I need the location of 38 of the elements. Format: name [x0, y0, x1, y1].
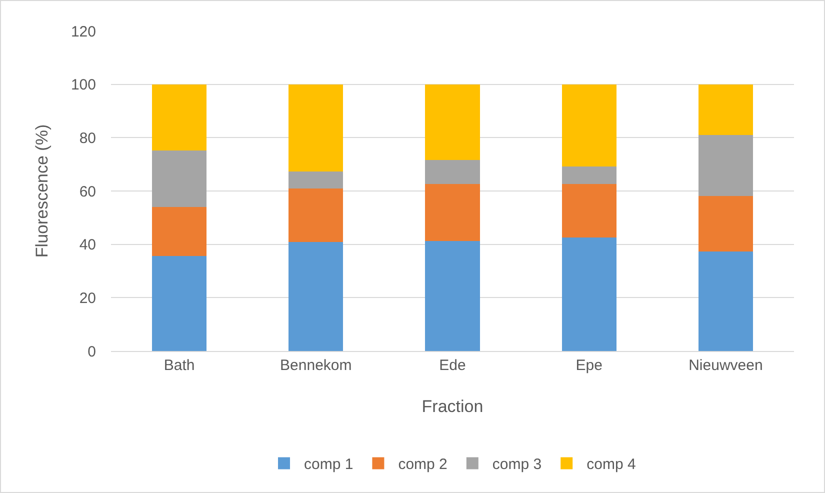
bar	[698, 196, 754, 252]
y-tick-label: 60	[79, 183, 96, 200]
bar	[288, 171, 344, 188]
legend-label: comp 1	[304, 456, 354, 474]
x-tick-label: Nieuwveen	[688, 357, 763, 374]
bar	[698, 84, 754, 135]
legend-label: comp 4	[586, 456, 636, 474]
x-tick-label: Bath	[164, 357, 195, 374]
legend-label: comp 2	[398, 456, 448, 474]
bar	[425, 84, 480, 160]
bar	[425, 241, 480, 351]
y-tick-label: 0	[88, 343, 96, 360]
y-tick-label: 80	[79, 130, 96, 147]
y-tick-label: 20	[79, 290, 96, 307]
x-tick-label: Bennekom	[280, 357, 352, 374]
bar	[288, 242, 344, 351]
bar	[152, 207, 207, 256]
bar	[562, 84, 616, 167]
bar	[288, 84, 344, 172]
legend-label: comp 3	[492, 456, 542, 474]
bar	[562, 238, 616, 351]
x-axis-title: Fraction	[422, 397, 484, 416]
bar	[152, 150, 207, 207]
y-axis-title: Fluorescence (%)	[32, 124, 52, 258]
x-tick-label: Ede	[439, 357, 466, 374]
bar	[152, 84, 207, 151]
bar	[698, 251, 754, 351]
bar	[425, 184, 480, 242]
bar	[152, 256, 207, 351]
bar	[562, 184, 616, 238]
x-tick-label: Epe	[576, 357, 602, 374]
bar	[698, 135, 754, 196]
bar	[562, 166, 616, 184]
y-tick-label: 120	[70, 23, 96, 40]
bar	[425, 160, 480, 184]
bar	[288, 188, 344, 242]
y-tick-label: 40	[79, 236, 96, 254]
y-tick-label: 100	[70, 76, 96, 94]
